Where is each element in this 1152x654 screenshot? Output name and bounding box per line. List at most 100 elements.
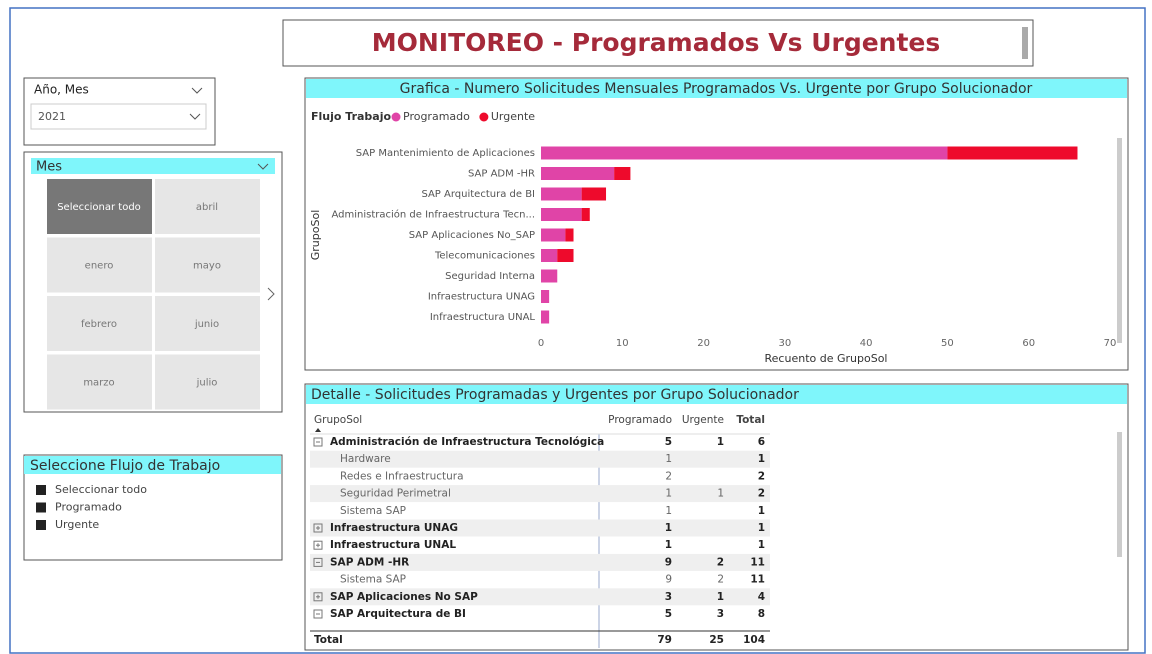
checkbox[interactable] [36, 502, 46, 513]
cell-number: 1 [758, 522, 765, 534]
cell-number: 2 [717, 556, 724, 568]
cell-number: 11 [750, 556, 765, 568]
bar-segment [557, 249, 574, 262]
x-axis-label: Recuento de GrupoSol [765, 352, 888, 365]
x-tick-label: 50 [941, 338, 954, 349]
bar-segment [565, 228, 574, 242]
month-tile[interactable] [47, 354, 152, 410]
title-box [282, 19, 1034, 67]
bar-segment [541, 228, 566, 242]
total-cell: 104 [743, 634, 765, 646]
scrollbar[interactable] [1117, 138, 1122, 343]
row-band [310, 553, 770, 571]
bar-segment [541, 249, 558, 262]
cell-number: 9 [665, 574, 672, 586]
expand-toggle[interactable] [313, 557, 323, 567]
legend-label: Urgente [491, 110, 535, 123]
cell-number: 1 [758, 453, 765, 465]
bar-segment [541, 208, 582, 221]
cell-number: 5 [665, 608, 672, 620]
cell-number: 2 [665, 470, 672, 482]
month-tile-label: mayo [193, 261, 221, 272]
cell-label: Infraestructura UNAL [330, 539, 456, 551]
slicer-title: Seleccione Flujo de Trabajo [30, 458, 220, 474]
chart-title: Grafica - Numero Solicitudes Mensuales P… [400, 81, 1033, 97]
dropdown[interactable] [30, 103, 207, 130]
cell-label: SAP ADM -HR [330, 556, 409, 568]
cell-number: 3 [665, 591, 672, 603]
x-tick-label: 60 [1022, 338, 1035, 349]
month-tile[interactable] [47, 296, 152, 351]
legend-label: Programado [403, 110, 470, 123]
checkbox[interactable] [36, 520, 46, 530]
next-arrow[interactable] [267, 287, 275, 301]
cell-number: 1 [758, 539, 765, 551]
row-band [310, 450, 770, 468]
cell-number: 3 [717, 608, 724, 620]
total-cell: 25 [709, 634, 724, 646]
y-tick-label: SAP Aplicaciones No_SAP [409, 230, 535, 241]
expand-toggle[interactable] [313, 592, 323, 602]
chart-panel [304, 77, 1129, 371]
scroll-handle [1022, 27, 1028, 59]
cell-number: 11 [750, 574, 765, 586]
bar-segment [947, 146, 1078, 160]
expand-toggle[interactable] [313, 609, 323, 619]
expand-toggle[interactable] [313, 540, 323, 550]
cell-label: Seguridad Perimetral [340, 488, 451, 500]
y-tick-label: Infraestructura UNAG [428, 292, 535, 303]
column-header: Urgente [682, 414, 724, 426]
cell-number: 1 [665, 539, 672, 551]
chevron [189, 113, 201, 120]
cell-number: 1 [717, 488, 724, 500]
table-title: Detalle - Solicitudes Programadas y Urge… [311, 387, 799, 403]
month-tile[interactable] [155, 296, 260, 351]
dropdown-value: 2021 [38, 110, 66, 123]
row-band [310, 519, 770, 537]
month-tile-label: Seleccionar todo [57, 202, 141, 213]
month-tile-label: junio [194, 319, 219, 330]
y-tick-label: Infraestructura UNAL [430, 312, 536, 323]
x-tick-label: 70 [1104, 338, 1117, 349]
cell-label: Infraestructura UNAG [330, 522, 458, 534]
month-tile[interactable] [47, 179, 152, 234]
month-tile[interactable] [155, 179, 260, 234]
month-tile-label: enero [85, 261, 114, 272]
checkbox[interactable] [36, 485, 46, 495]
bar-segment [541, 269, 558, 283]
column-header: Programado [608, 414, 672, 426]
bar-segment [541, 167, 615, 180]
slicer-title: Mes [36, 160, 62, 175]
cell-label: SAP Aplicaciones No SAP [330, 591, 478, 603]
panel-header [306, 385, 1127, 404]
chevron [191, 87, 203, 94]
expand-toggle[interactable] [313, 523, 323, 533]
cell-number: 1 [665, 505, 672, 517]
month-tile[interactable] [155, 354, 260, 410]
legend-swatch [479, 112, 489, 122]
cell-number: 6 [758, 436, 765, 448]
expand-toggle[interactable] [313, 437, 323, 447]
month-tile-label: marzo [83, 378, 114, 389]
chevron [257, 163, 269, 170]
cell-number: 9 [665, 556, 672, 568]
cell-number: 2 [758, 470, 765, 482]
slicer-item: Seleccionar todo [55, 483, 147, 496]
row-band [310, 588, 770, 606]
y-tick-label: SAP Arquitectura de BI [421, 189, 535, 200]
y-tick-label: Telecomunicaciones [434, 251, 535, 262]
y-tick-label: SAP Mantenimiento de Aplicaciones [356, 148, 535, 159]
page-title: MONITOREO - Programados Vs Urgentes [372, 28, 941, 57]
scrollbar[interactable] [1117, 432, 1122, 557]
bar-segment [541, 146, 948, 160]
month-tile[interactable] [47, 237, 152, 293]
table-panel [304, 383, 1129, 651]
cell-number: 1 [665, 522, 672, 534]
cell-label: Sistema SAP [340, 505, 406, 517]
x-tick-label: 20 [697, 338, 710, 349]
cell-number: 5 [665, 436, 672, 448]
x-tick-label: 10 [616, 338, 629, 349]
month-tile[interactable] [155, 237, 260, 293]
y-axis-label: GrupoSol [309, 210, 322, 261]
